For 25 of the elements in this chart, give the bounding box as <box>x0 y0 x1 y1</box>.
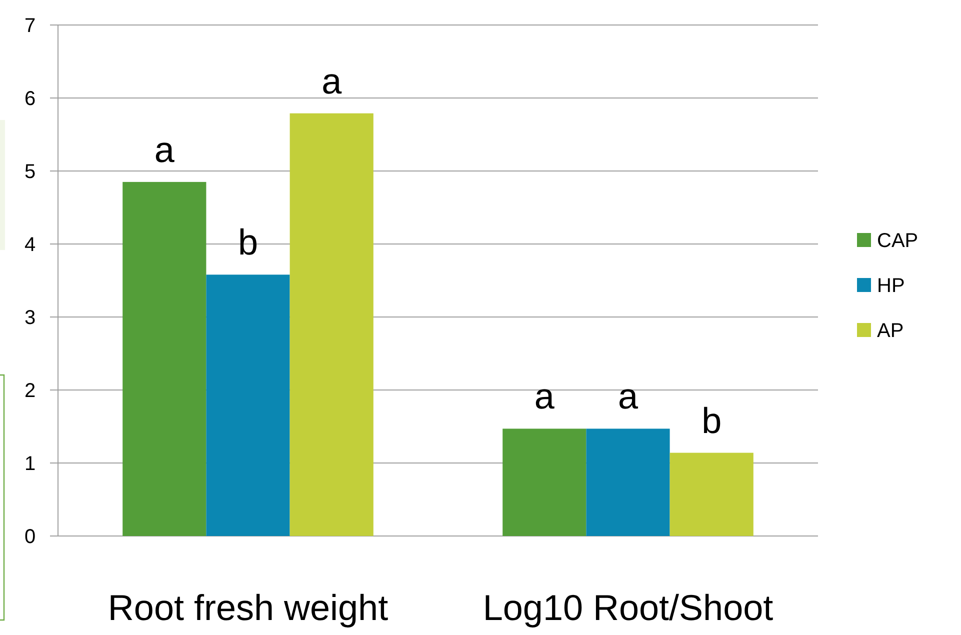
data-label: a <box>618 376 639 417</box>
y-tick-label: 1 <box>24 453 36 475</box>
y-tick-label: 5 <box>24 161 36 183</box>
data-label: a <box>154 128 176 170</box>
legend-label: AP <box>877 320 904 342</box>
y-tick-label: 0 <box>24 526 36 548</box>
legend-label: CAP <box>877 230 918 252</box>
bar <box>586 428 670 536</box>
bar <box>122 182 206 536</box>
x-tick-label: Log10 Root/Shoot <box>482 587 774 628</box>
data-label: b <box>702 400 722 441</box>
y-tick-label: 2 <box>24 380 36 402</box>
y-tick-label: 4 <box>24 234 36 256</box>
bar <box>290 113 374 536</box>
y-tick-label: 6 <box>24 88 36 110</box>
bar <box>502 428 586 536</box>
bar <box>670 452 754 536</box>
y-tick-label: 7 <box>24 15 36 37</box>
data-label: a <box>322 60 343 102</box>
data-label: b <box>238 222 258 263</box>
y-tick-label: 3 <box>24 307 36 329</box>
x-tick-label: Root fresh weight <box>108 587 388 628</box>
legend-label: HP <box>877 275 905 297</box>
bar <box>206 274 290 536</box>
data-label: a <box>534 376 556 417</box>
